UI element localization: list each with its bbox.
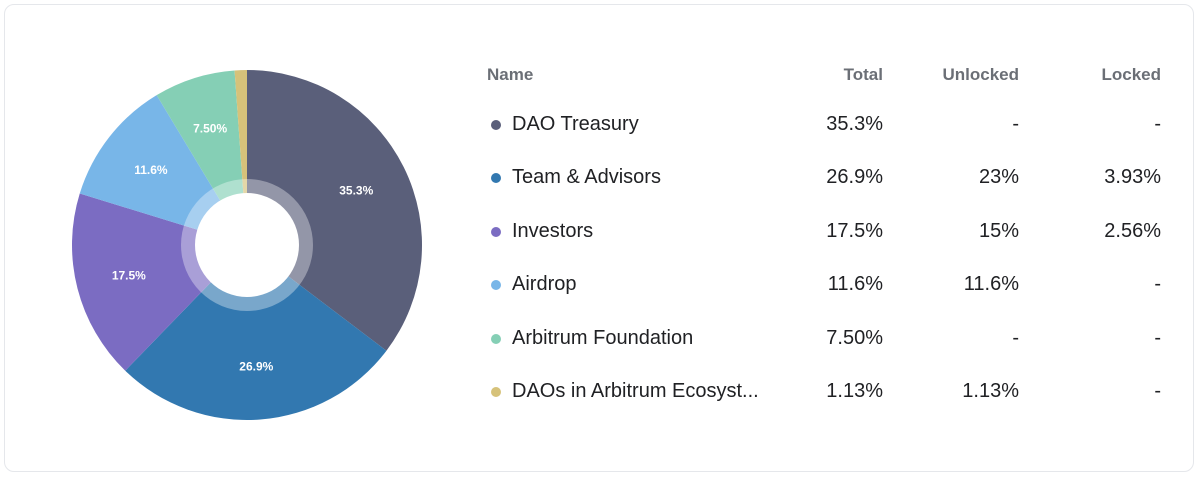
row-name: DAO Treasury — [512, 113, 639, 135]
slice-label: 17.5% — [112, 268, 146, 282]
legend-dot — [491, 120, 501, 130]
row-total: 1.13% — [826, 379, 883, 402]
slice-label: 11.6% — [134, 163, 168, 177]
token-allocation-card: 35.3% 26.9% 17.5% 11.6% 7.50% Name Total Unl… — [4, 4, 1194, 472]
slice-label: 35.3% — [339, 184, 373, 198]
legend-dot — [491, 280, 501, 291]
header-locked: Locked — [1101, 65, 1161, 84]
row-name: Airdrop — [512, 273, 577, 296]
table-row: Airdrop 11.6% 11.6% - — [487, 259, 1167, 312]
row-locked: - — [1154, 326, 1161, 349]
row-total: 7.50% — [826, 326, 883, 349]
table-row: DAOs in Arbitrum Ecosyst... 1.13% 1.13% … — [487, 366, 1167, 419]
slice-label: 7.50% — [193, 122, 227, 136]
row-name: Arbitrum Foundation — [512, 326, 694, 349]
allocation-donut-chart: 35.3% 26.9% 17.5% 11.6% 7.50% — [71, 70, 423, 420]
row-total: 17.5% — [826, 219, 883, 242]
row-name: Investors — [512, 219, 594, 242]
table-row: DAO Treasury 35.3% - - — [487, 99, 1167, 152]
pie-slice[interactable] — [79, 95, 247, 245]
table-row: Arbitrum Foundation 7.50% - - — [487, 313, 1167, 366]
slice-label: 26.9% — [239, 360, 273, 374]
legend-dot — [491, 333, 501, 344]
row-unlocked: - — [1012, 113, 1019, 135]
row-unlocked: 1.13% — [962, 379, 1019, 402]
row-locked: - — [1154, 113, 1161, 135]
header-name: Name — [487, 65, 534, 84]
pie-slice[interactable] — [125, 245, 387, 420]
row-total: 26.9% — [826, 166, 883, 189]
legend-dot — [491, 226, 501, 237]
pie-slice[interactable] — [247, 70, 423, 351]
row-name: DAOs in Arbitrum Ecosyst... — [512, 379, 759, 402]
row-unlocked: 11.6% — [963, 273, 1019, 296]
row-locked: 3.93% — [1104, 166, 1161, 189]
donut-hole — [195, 193, 299, 297]
header-unlocked: Unlocked — [942, 65, 1019, 84]
row-total: 35.3% — [826, 113, 883, 135]
row-unlocked: 23% — [978, 166, 1019, 189]
allocation-table: Name Total Unlocked Locked DAO Treasury … — [487, 51, 1167, 419]
row-locked: - — [1154, 379, 1161, 402]
row-locked: 2.56% — [1104, 219, 1161, 242]
row-unlocked: - — [1012, 326, 1019, 349]
table-row: Team & Advisors 26.9% 23% 3.93% — [487, 152, 1167, 205]
table-header: Name Total Unlocked Locked — [487, 51, 1167, 99]
row-locked: - — [1154, 273, 1161, 296]
row-total: 11.6% — [827, 273, 883, 296]
row-name: Team & Advisors — [512, 166, 661, 189]
header-total: Total — [843, 65, 883, 84]
row-unlocked: 15% — [978, 219, 1019, 242]
table-row: Investors 17.5% 15% 2.56% — [487, 206, 1167, 259]
legend-dot — [491, 386, 501, 397]
legend-dot — [491, 173, 501, 184]
